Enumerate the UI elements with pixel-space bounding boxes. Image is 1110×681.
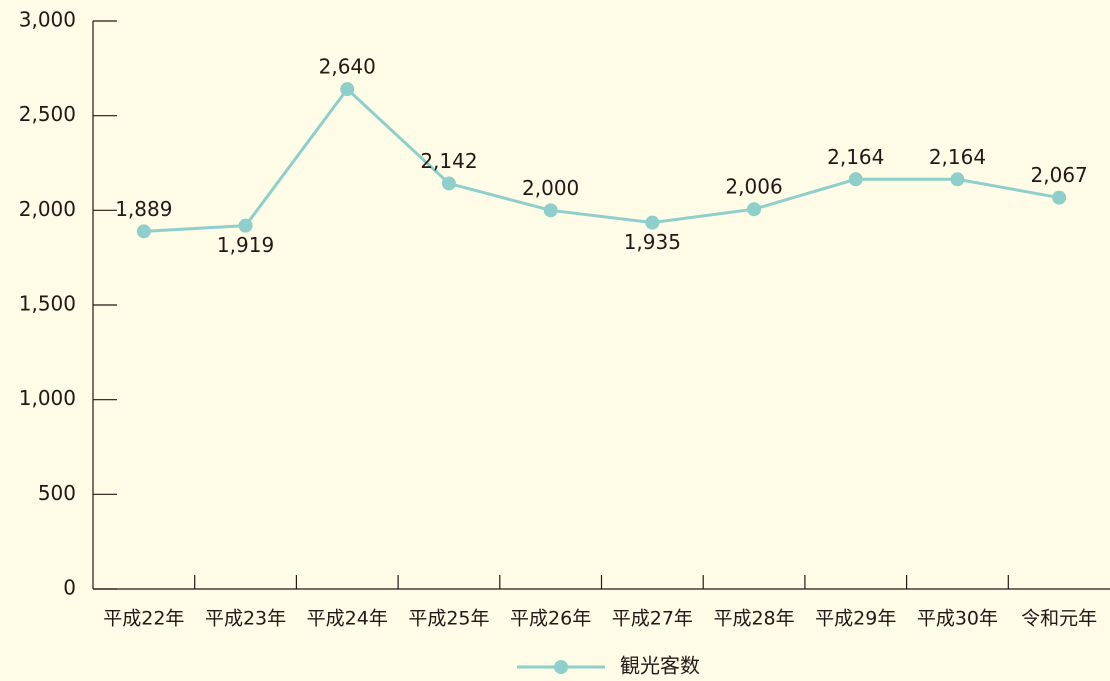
y-tick-label: 2,000 bbox=[19, 197, 76, 221]
legend-label: 観光客数 bbox=[620, 654, 700, 678]
x-tick-label: 令和元年 bbox=[1021, 608, 1097, 630]
data-label: 2,006 bbox=[725, 175, 782, 199]
y-tick-label: 3,000 bbox=[19, 8, 76, 32]
x-tick-label: 平成26年 bbox=[510, 608, 591, 630]
point bbox=[950, 172, 965, 187]
data-label: 2,640 bbox=[319, 55, 376, 79]
line bbox=[143, 86, 1060, 233]
x-tick-label: 平成29年 bbox=[815, 608, 896, 630]
x-tick-label: 平成27年 bbox=[612, 608, 693, 630]
x-tick-label: 平成23年 bbox=[205, 608, 286, 630]
legend-marker bbox=[554, 660, 568, 674]
point bbox=[1052, 190, 1067, 205]
data-label: 1,919 bbox=[217, 233, 274, 257]
x-tick-label: 平成22年 bbox=[103, 608, 184, 630]
y-tick-label: 0 bbox=[63, 576, 76, 600]
point bbox=[747, 202, 762, 217]
x-tick-label: 平成24年 bbox=[307, 608, 388, 630]
y-tick-label: 1,500 bbox=[19, 292, 76, 316]
y-tick-label: 1,000 bbox=[19, 386, 76, 410]
data-label: 2,142 bbox=[420, 149, 477, 173]
point bbox=[645, 215, 660, 230]
data-label: 1,889 bbox=[115, 197, 172, 221]
data-label: 2,000 bbox=[522, 176, 579, 200]
data-label: 1,935 bbox=[624, 230, 681, 254]
x-tick-label: 平成30年 bbox=[917, 608, 998, 630]
point bbox=[340, 82, 355, 97]
point bbox=[441, 176, 456, 191]
point bbox=[136, 224, 151, 239]
point bbox=[238, 218, 253, 233]
point bbox=[848, 172, 863, 187]
y-tick-label: 2,500 bbox=[19, 102, 76, 126]
point bbox=[543, 203, 558, 218]
x-tick-label: 平成25年 bbox=[408, 608, 489, 630]
data-label: 2,067 bbox=[1031, 163, 1088, 187]
x-tick-label: 平成28年 bbox=[713, 608, 794, 630]
y-tick-label: 500 bbox=[38, 481, 76, 505]
data-label: 2,164 bbox=[929, 145, 986, 169]
data-label: 2,164 bbox=[827, 145, 884, 169]
